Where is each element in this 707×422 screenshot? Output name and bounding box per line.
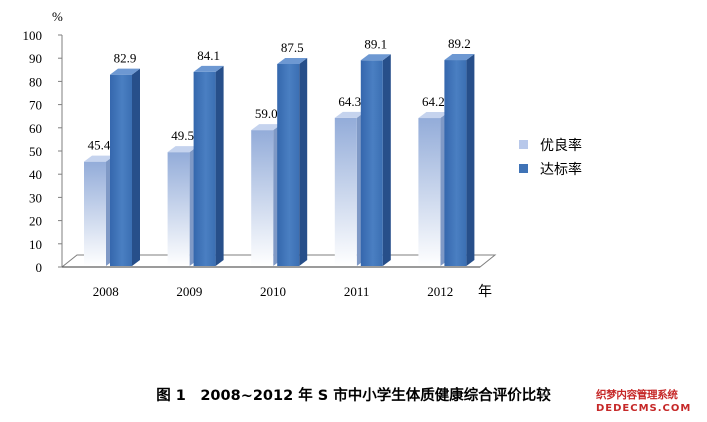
data-label: 59.0 [255, 106, 278, 121]
bar-top-达标率-2008 [110, 68, 140, 75]
bar-top-达标率-2011 [360, 54, 391, 61]
y-tick-label: 90 [29, 51, 42, 66]
x-tick-label: 2012 [427, 284, 453, 299]
bar-side-达标率-2010 [299, 58, 308, 266]
x-axis-unit-label: 年 [478, 284, 492, 300]
watermark-logo: 织梦内容管理系统 DEDECMS.COM [596, 388, 702, 416]
data-label: 49.5 [171, 128, 194, 143]
y-tick-label: 60 [29, 121, 42, 136]
x-tick-label: 2011 [344, 284, 370, 299]
bar-top-优良率-2010 [251, 124, 282, 131]
bar-side-达标率-2009 [215, 65, 224, 266]
y-tick-label: 70 [29, 98, 42, 113]
bar-side-达标率-2011 [382, 54, 391, 267]
bar-达标率-2009 [193, 71, 216, 266]
data-label: 64.2 [422, 94, 445, 109]
y-tick-label: 40 [29, 167, 42, 182]
y-tick-label: 20 [29, 214, 42, 229]
bar-top-达标率-2012 [444, 54, 475, 61]
bar-优良率-2011 [334, 117, 357, 266]
x-tick-label: 2009 [176, 284, 202, 299]
bar-top-优良率-2011 [334, 111, 365, 118]
bar-top-达标率-2009 [193, 65, 224, 72]
y-tick-label: 0 [36, 260, 43, 275]
legend-swatch-优良率 [519, 140, 528, 149]
y-tick-label: 50 [29, 144, 42, 159]
data-label: 45.4 [88, 138, 111, 153]
bar-达标率-2008 [110, 74, 132, 266]
bar-优良率-2010 [251, 130, 274, 266]
legend-label-达标率: 达标率 [540, 161, 582, 178]
bar-side-达标率-2012 [466, 54, 475, 266]
bar-top-优良率-2008 [84, 155, 114, 162]
bar-top-优良率-2012 [418, 112, 449, 119]
watermark-line1: 织梦内容管理系统 [596, 389, 678, 401]
watermark-line2: DEDECMS.COM [596, 403, 692, 414]
bar-达标率-2011 [360, 60, 383, 267]
x-tick-label: 2008 [93, 284, 119, 299]
y-tick-label: 80 [29, 74, 42, 89]
data-label: 82.9 [114, 51, 137, 66]
bar-优良率-2012 [418, 118, 441, 266]
bar-top-达标率-2010 [277, 58, 308, 64]
data-label: 87.5 [281, 40, 304, 55]
data-label: 89.2 [448, 36, 471, 51]
data-label: 64.3 [338, 94, 361, 109]
legend-swatch-达标率 [519, 164, 528, 173]
y-axis-unit-label: % [52, 9, 63, 24]
bar-达标率-2010 [277, 64, 300, 266]
bar-优良率-2008 [84, 161, 106, 266]
legend-label-优良率: 优良率 [540, 137, 582, 154]
y-tick-label: 10 [29, 237, 42, 252]
bar-优良率-2009 [167, 152, 190, 266]
bar-side-达标率-2008 [132, 68, 140, 266]
figure-caption: 图 1 2008~2012 年 S 市中小学生体质健康综合评价比较 [156, 388, 551, 404]
x-tick-label: 2010 [260, 284, 286, 299]
y-tick-label: 100 [23, 28, 43, 43]
data-label: 89.1 [364, 36, 387, 51]
y-tick-label: 30 [29, 190, 42, 205]
bar-达标率-2012 [444, 60, 467, 266]
chart: 0 10 20 30 40 50 60 70 80 90 100% 45.4 82.9 2008 49.5 8… [23, 9, 583, 300]
bar-top-优良率-2009 [167, 146, 198, 153]
data-label: 84.1 [197, 48, 220, 63]
caption-paragraph-mark: ↵ [540, 388, 551, 402]
